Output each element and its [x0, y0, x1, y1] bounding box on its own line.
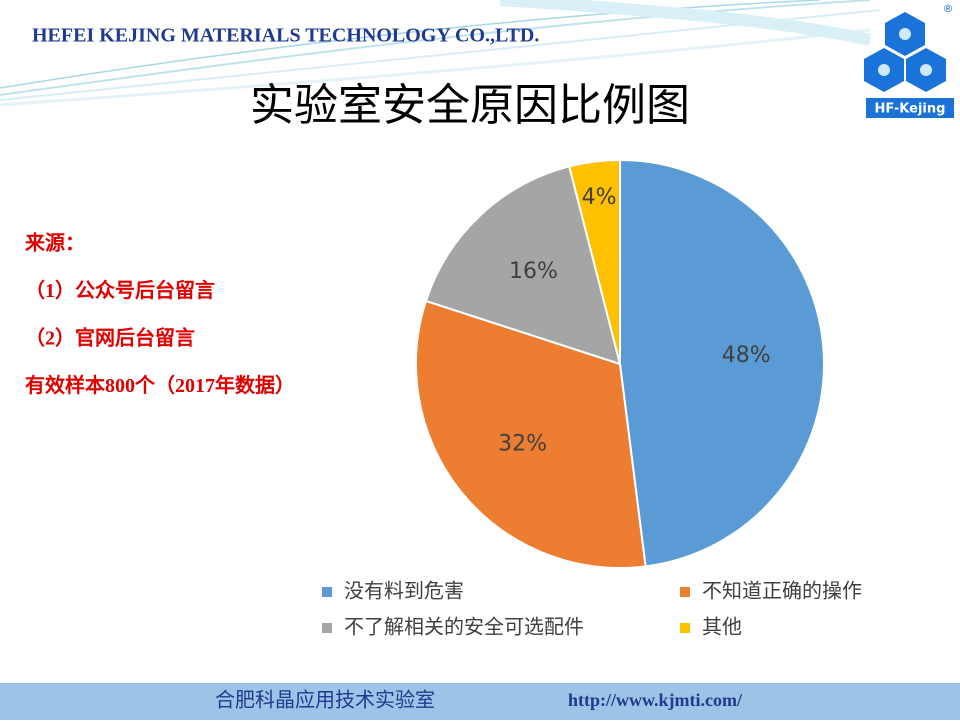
footer-url: http://www.kjmti.com/	[568, 690, 743, 710]
logo	[864, 12, 954, 118]
company-name: HEFEI KEJING MATERIALS TECHNOLOGY CO.,LT…	[32, 25, 539, 47]
header-swoosh	[0, 0, 881, 107]
legend-swatch	[322, 587, 332, 597]
note-line: 有效样本800个（2017年数据）	[25, 373, 295, 397]
legend-swatch	[680, 623, 690, 633]
slice-label: 32%	[498, 432, 547, 457]
note-line: 来源：	[24, 231, 85, 255]
pie-slice	[568, 158, 621, 365]
note-line: （1）公众号后台留言	[25, 278, 215, 302]
legend-swatch	[680, 587, 690, 597]
slice-label: 48%	[722, 343, 771, 368]
legend-label: 不知道正确的操作	[702, 579, 862, 603]
legend-label: 没有料到危害	[344, 579, 464, 603]
footer-lab: 合肥科晶应用技术实验室	[215, 689, 435, 712]
footer-bar	[0, 683, 960, 720]
pie-slice	[619, 158, 825, 568]
logo-text: HF-Kejing	[875, 102, 946, 117]
legend-label: 不了解相关的安全可选配件	[344, 615, 584, 639]
legend-swatch	[322, 623, 332, 633]
pie-slice	[424, 165, 622, 366]
logo-mark: ®	[943, 2, 954, 15]
slice-label: 4%	[582, 185, 617, 210]
slice-label: 16%	[509, 259, 558, 284]
legend-label: 其他	[702, 615, 742, 639]
pie-slice	[415, 299, 647, 569]
slide-title: 实验室安全原因比例图	[250, 81, 690, 130]
note-line: （2）官网后台留言	[25, 326, 195, 350]
